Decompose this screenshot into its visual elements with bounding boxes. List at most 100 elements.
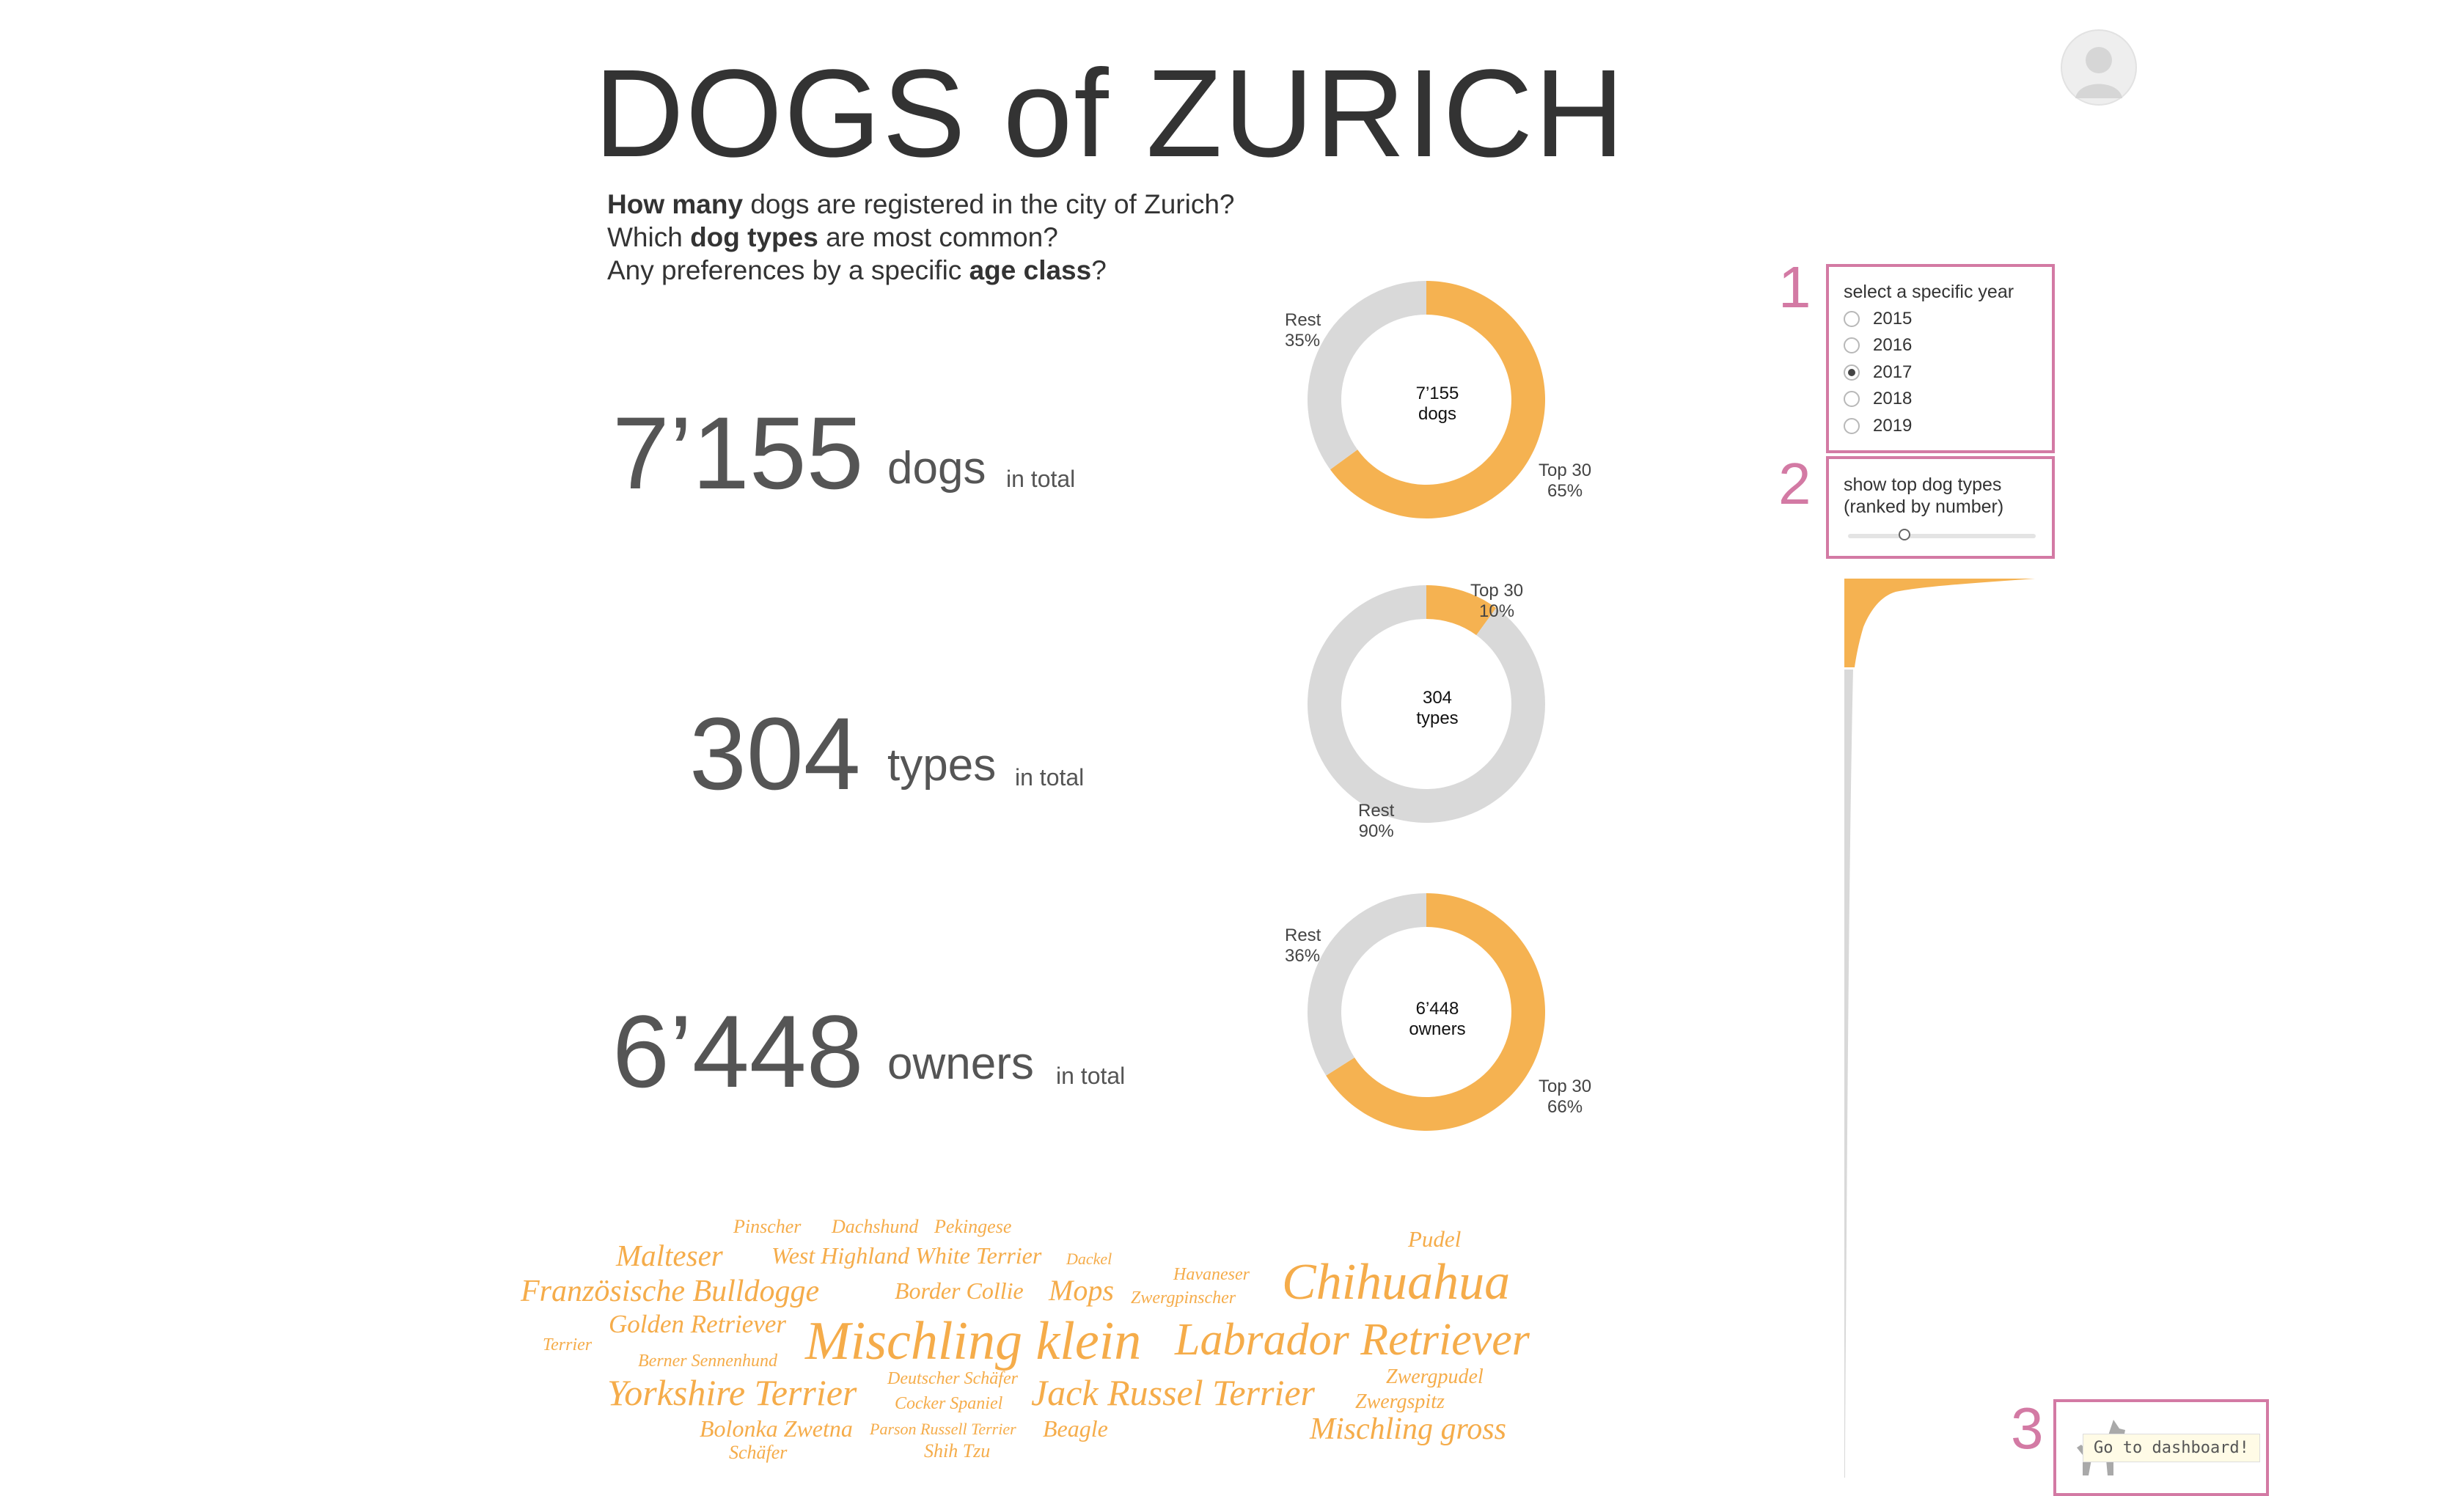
- top-types-label-line1: show top dog types: [1844, 474, 2002, 495]
- wordcloud-word: Jack Russel Terrier: [1031, 1372, 1315, 1413]
- page-title: DOGS of ZURICH: [594, 44, 1627, 183]
- year-option-label: 2016: [1873, 335, 1913, 355]
- radio-button-icon[interactable]: [1844, 418, 1860, 434]
- wordcloud-word: Pudel: [1408, 1226, 1462, 1252]
- dogs-donut-center: 7’155 dogs: [1364, 384, 1511, 424]
- rest-pct: 35%: [1285, 330, 1321, 351]
- owners-donut-center: 6’448 owners: [1364, 999, 1511, 1039]
- wordcloud-word: Mischling klein: [805, 1311, 1142, 1371]
- owners-count: 6’448: [612, 994, 864, 1109]
- person-icon: [2075, 47, 2122, 98]
- question-bold: dog types: [690, 222, 818, 252]
- owners-top-label: Top 30 66%: [1539, 1077, 1591, 1117]
- wordcloud-word: Cocker Spaniel: [895, 1394, 1003, 1413]
- wordcloud-word: Zwergspitz: [1355, 1390, 1445, 1413]
- wordcloud-word: Mops: [1049, 1274, 1114, 1307]
- step-1-number: 1: [1778, 254, 1811, 320]
- wordcloud-word: Chihuahua: [1282, 1254, 1511, 1310]
- year-option-label: 2019: [1873, 416, 1913, 436]
- types-rest-label: Rest 90%: [1358, 801, 1394, 841]
- question-text: are most common?: [818, 222, 1058, 252]
- year-option-2019[interactable]: 2019: [1844, 416, 1912, 436]
- year-filter-label: select a specific year: [1844, 282, 2014, 302]
- question-how-many: How many dogs are registered in the city…: [607, 191, 1235, 218]
- wordcloud-word: Labrador Retriever: [1175, 1315, 1530, 1365]
- top-pct: 66%: [1547, 1096, 1583, 1117]
- types-donut-center: 304 types: [1364, 688, 1511, 728]
- wordcloud-word: Golden Retriever: [609, 1310, 786, 1338]
- wordcloud-word: Zwergpinscher: [1131, 1288, 1236, 1308]
- year-option-label: 2017: [1873, 362, 1913, 382]
- wordcloud-word: Malteser: [616, 1239, 723, 1272]
- types-unit: types: [887, 740, 997, 791]
- wordcloud-word: Pekingese: [934, 1216, 1012, 1237]
- year-option-2018[interactable]: 2018: [1844, 389, 1912, 409]
- dogs-count: 7’155: [612, 395, 864, 510]
- wordcloud-word: Shih Tzu: [924, 1440, 991, 1462]
- dogs-unit: dogs: [887, 443, 986, 494]
- year-option-2015[interactable]: 2015: [1844, 309, 1912, 329]
- wordcloud-word: Parson Russell Terrier: [870, 1420, 1016, 1438]
- step-2-number: 2: [1778, 451, 1811, 516]
- radio-button-selected-icon[interactable]: [1844, 364, 1860, 381]
- wordcloud-word: Zwergpudel: [1386, 1365, 1484, 1388]
- wordcloud-word: Dachshund: [832, 1216, 919, 1237]
- wordcloud-word: West Highland White Terrier: [771, 1242, 1042, 1269]
- go-to-dashboard-button[interactable]: Go to dashboard!: [2083, 1434, 2260, 1462]
- top-label: Top 30: [1539, 1077, 1592, 1096]
- year-option-2016[interactable]: 2016: [1844, 335, 1912, 356]
- step-3-number: 3: [2011, 1396, 2044, 1461]
- types-donut-chart: [1308, 585, 1545, 823]
- question-text: ?: [1091, 255, 1107, 285]
- wordcloud-word: Havaneser: [1173, 1265, 1250, 1284]
- donut-center-unit: dogs: [1418, 403, 1457, 424]
- question-bold: How many: [607, 189, 744, 219]
- rest-label: Rest: [1285, 310, 1321, 330]
- wordcloud-word: Yorkshire Terrier: [607, 1372, 857, 1413]
- year-option-label: 2015: [1873, 309, 1913, 329]
- wordcloud-word: Französische Bulldogge: [521, 1275, 820, 1308]
- rest-label: Rest: [1285, 925, 1321, 945]
- top-types-slider-thumb[interactable]: [1898, 529, 1910, 540]
- rest-pct: 90%: [1358, 821, 1394, 841]
- owners-in-total: in total: [1056, 1063, 1126, 1089]
- donut-slice-top30: [1426, 585, 1497, 636]
- rest-pct: 36%: [1285, 945, 1321, 966]
- top-label: Top 30: [1470, 581, 1524, 601]
- top-types-slider-track[interactable]: [1848, 534, 2036, 538]
- wordcloud-word: Bolonka Zwetna: [700, 1415, 853, 1442]
- author-avatar[interactable]: [2061, 29, 2137, 106]
- question-text: Any preferences by a specific: [607, 255, 969, 285]
- rest-label: Rest: [1358, 801, 1395, 821]
- top-types-panel: show top dog types (ranked by number): [1826, 456, 2055, 559]
- dogs-in-total: in total: [1006, 466, 1076, 492]
- dogs-rest-label: Rest 35%: [1285, 310, 1321, 351]
- donut-center-value: 6’448: [1415, 999, 1459, 1019]
- donut-slice-rest: [1308, 281, 1426, 470]
- dogs-top-label: Top 30 65%: [1539, 461, 1591, 501]
- top-pct: 65%: [1547, 480, 1583, 501]
- types-top-label: Top 30 10%: [1470, 581, 1523, 621]
- top-types-label: show top dog types (ranked by number): [1844, 474, 2003, 518]
- wordcloud-word: Schäfer: [729, 1442, 788, 1463]
- question-text: dogs are registered in the city of Zuric…: [743, 189, 1235, 219]
- donut-center-value: 304: [1422, 688, 1453, 708]
- types-count: 304: [689, 696, 861, 811]
- owners-rest-label: Rest 36%: [1285, 925, 1321, 966]
- donut-center-value: 7’155: [1415, 384, 1459, 403]
- year-option-label: 2018: [1873, 389, 1913, 408]
- year-option-2017[interactable]: 2017: [1844, 362, 1912, 383]
- radio-button-icon[interactable]: [1844, 337, 1860, 353]
- types-in-total: in total: [1015, 764, 1085, 791]
- dog-type-ranking-chart: [1844, 579, 2035, 1478]
- question-bold: age class: [969, 255, 1092, 285]
- top-pct: 10%: [1479, 601, 1515, 621]
- wordcloud-word: Pinscher: [733, 1216, 802, 1237]
- year-filter-panel: select a specific year 2015 2016 2017 20…: [1826, 264, 2055, 453]
- dog-type-wordcloud: Pinscher Dachshund Pekingese Pudel Malte…: [513, 1210, 1584, 1474]
- radio-button-icon[interactable]: [1844, 391, 1860, 407]
- wordcloud-word: Border Collie: [895, 1277, 1024, 1304]
- wordcloud-word: Mischling gross: [1310, 1412, 1506, 1446]
- radio-button-icon[interactable]: [1844, 311, 1860, 327]
- question-text: Which: [607, 222, 691, 252]
